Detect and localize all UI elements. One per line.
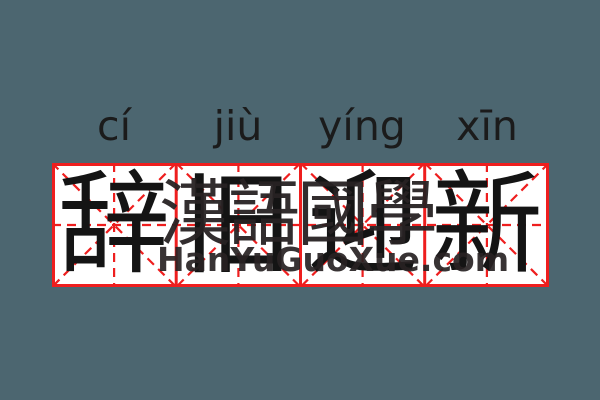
hanzi-character-2: 旧 bbox=[182, 160, 294, 290]
watermark-site-text: HanYuGuoXue.com bbox=[157, 240, 510, 279]
hanzi-character-1: 辞 bbox=[58, 160, 170, 290]
hanzi-character-3: 迎 bbox=[307, 160, 419, 290]
pinyin-syllable-4: xīn bbox=[456, 102, 518, 150]
mizige-grid bbox=[52, 163, 549, 287]
pinyin-syllable-1: cí bbox=[97, 102, 131, 150]
pinyin-syllable-2: jiù bbox=[213, 102, 263, 150]
pinyin-syllable-3: yíng bbox=[318, 102, 406, 150]
hanzi-character-4: 新 bbox=[431, 160, 543, 290]
watermark-cjk-text: 漢語國學 bbox=[159, 172, 438, 256]
